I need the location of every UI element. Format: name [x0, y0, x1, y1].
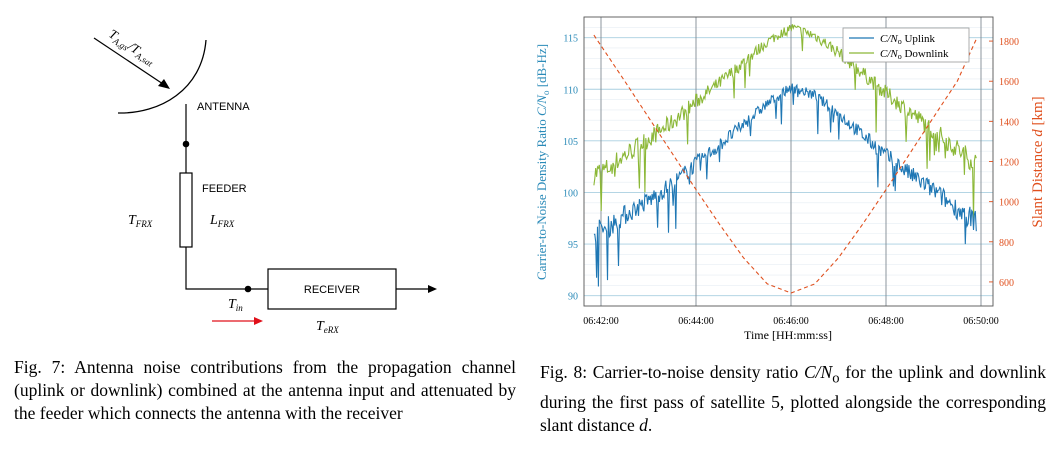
- feeder-resistor: [179, 172, 193, 248]
- y-right-tick-label: 1400: [999, 117, 1019, 128]
- antenna-dish: [117, 39, 207, 114]
- slant-distance-line: [593, 34, 977, 294]
- l-frx-label: LFRX: [209, 213, 235, 229]
- y-right-tick-label: 1800: [999, 37, 1019, 48]
- chart-legend: C/No Uplink C/No Downlink: [842, 27, 970, 63]
- chart-ticks: 06:42:00 06:44:00 06:46:00 06:48:00 06:50:00…: [563, 34, 1019, 327]
- y-right-axis-label: Slant Distance d [km]: [1030, 96, 1046, 227]
- y-right-tick-label: 1200: [999, 158, 1019, 169]
- y-left-tick-label: 105: [563, 137, 578, 148]
- y-right-tick-label: 1000: [999, 198, 1019, 209]
- receiver-input-node: [244, 285, 252, 293]
- t-erx-label: TeRX: [316, 319, 339, 335]
- x-axis-label: Time [HH:mm:ss]: [744, 328, 832, 342]
- legend-downlink-label: C/No Downlink: [880, 48, 949, 61]
- incoming-noise-label: TA,gs/TA,sat: [105, 26, 158, 69]
- y-left-tick-label: 95: [568, 240, 578, 251]
- cn0-chart: 06:42:00 06:44:00 06:46:00 06:48:00 06:50:00…: [534, 16, 1046, 342]
- t-in-label: Tin: [228, 297, 243, 313]
- feeder-wire: [185, 247, 268, 290]
- uplink-series-line: [593, 83, 977, 287]
- y-left-tick-label: 115: [563, 34, 578, 45]
- y-right-tick-label: 600: [999, 278, 1014, 289]
- receiver-output-arrowhead: [428, 285, 437, 293]
- y-right-tick-label: 800: [999, 238, 1014, 249]
- antenna-noise-diagram: TA,gs/TA,sat ANTENNA FEEDER TFRX LFRX RE…: [93, 26, 437, 335]
- antenna-node: [182, 140, 190, 148]
- t-frx-label: TFRX: [128, 213, 153, 229]
- x-tick-label: 06:44:00: [678, 316, 714, 327]
- legend-uplink-label: C/No Uplink: [880, 33, 936, 46]
- y-right-tick-label: 1600: [999, 77, 1019, 88]
- figure7-caption: Fig. 7: Antenna noise contributions from…: [14, 357, 516, 423]
- y-left-tick-label: 90: [568, 292, 578, 303]
- feeder-label: FEEDER: [202, 183, 247, 195]
- t-in-arrowhead: [254, 317, 263, 325]
- y-left-axis-label: Carrier-to-Noise Density Ratio C/No [dB-…: [534, 44, 551, 280]
- downlink-series-line: [593, 24, 977, 219]
- receiver-label: RECEIVER: [304, 284, 360, 296]
- antenna-label: ANTENNA: [197, 101, 250, 113]
- chart-series: [593, 24, 977, 294]
- x-tick-label: 06:46:00: [773, 316, 809, 327]
- figure8-caption: Fig. 8: Carrier-to-noise density ratio C…: [540, 362, 1046, 435]
- incoming-arrowhead: [158, 79, 170, 89]
- y-left-tick-label: 100: [563, 188, 578, 199]
- x-tick-label: 06:50:00: [963, 316, 999, 327]
- legend-box: [842, 27, 970, 63]
- y-left-tick-label: 110: [563, 85, 578, 96]
- incoming-noise-arrow: [93, 37, 167, 87]
- x-tick-label: 06:42:00: [583, 316, 619, 327]
- receiver-box: [267, 268, 397, 310]
- x-tick-label: 06:48:00: [868, 316, 904, 327]
